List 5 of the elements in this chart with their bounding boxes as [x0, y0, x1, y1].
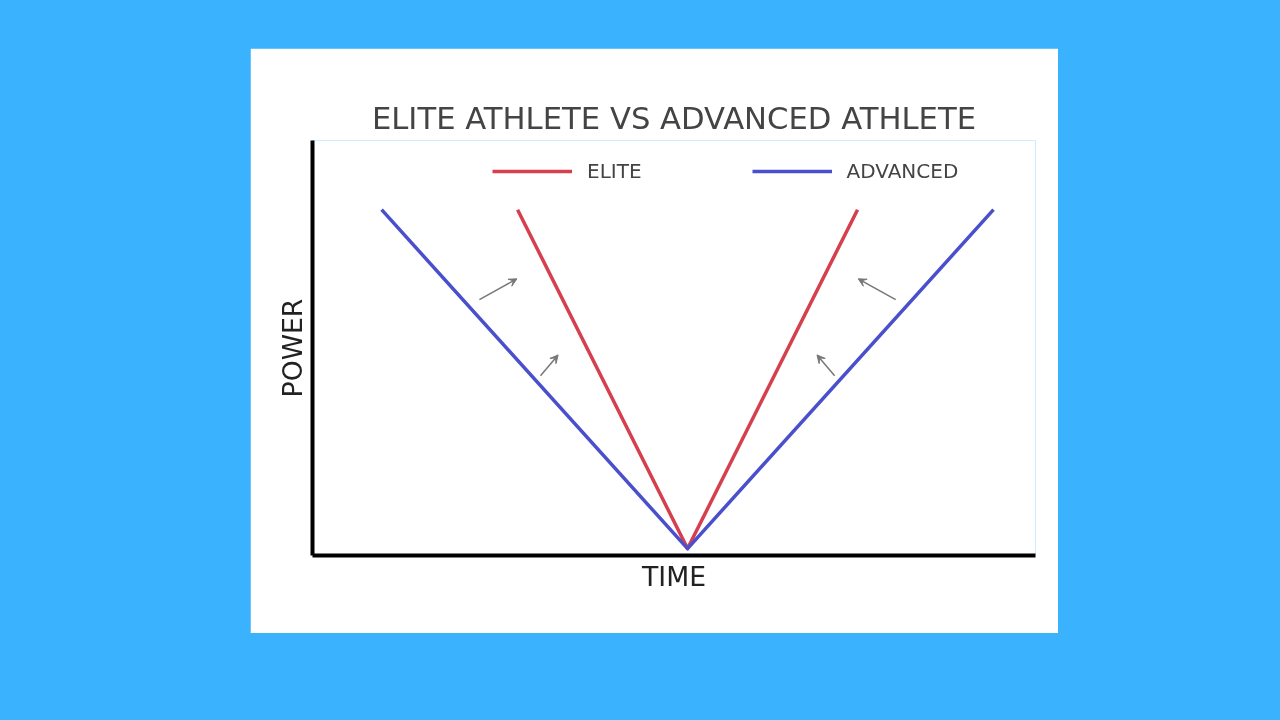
legend-label: ADVANCED: [846, 159, 959, 183]
x-axis-title: TIME: [641, 560, 707, 592]
chart-title: ELITE ATHLETE VS ADVANCED ATHLETE: [371, 100, 977, 136]
y-axis-title: POWER: [276, 298, 308, 398]
legend-label: ELITE: [587, 159, 642, 183]
